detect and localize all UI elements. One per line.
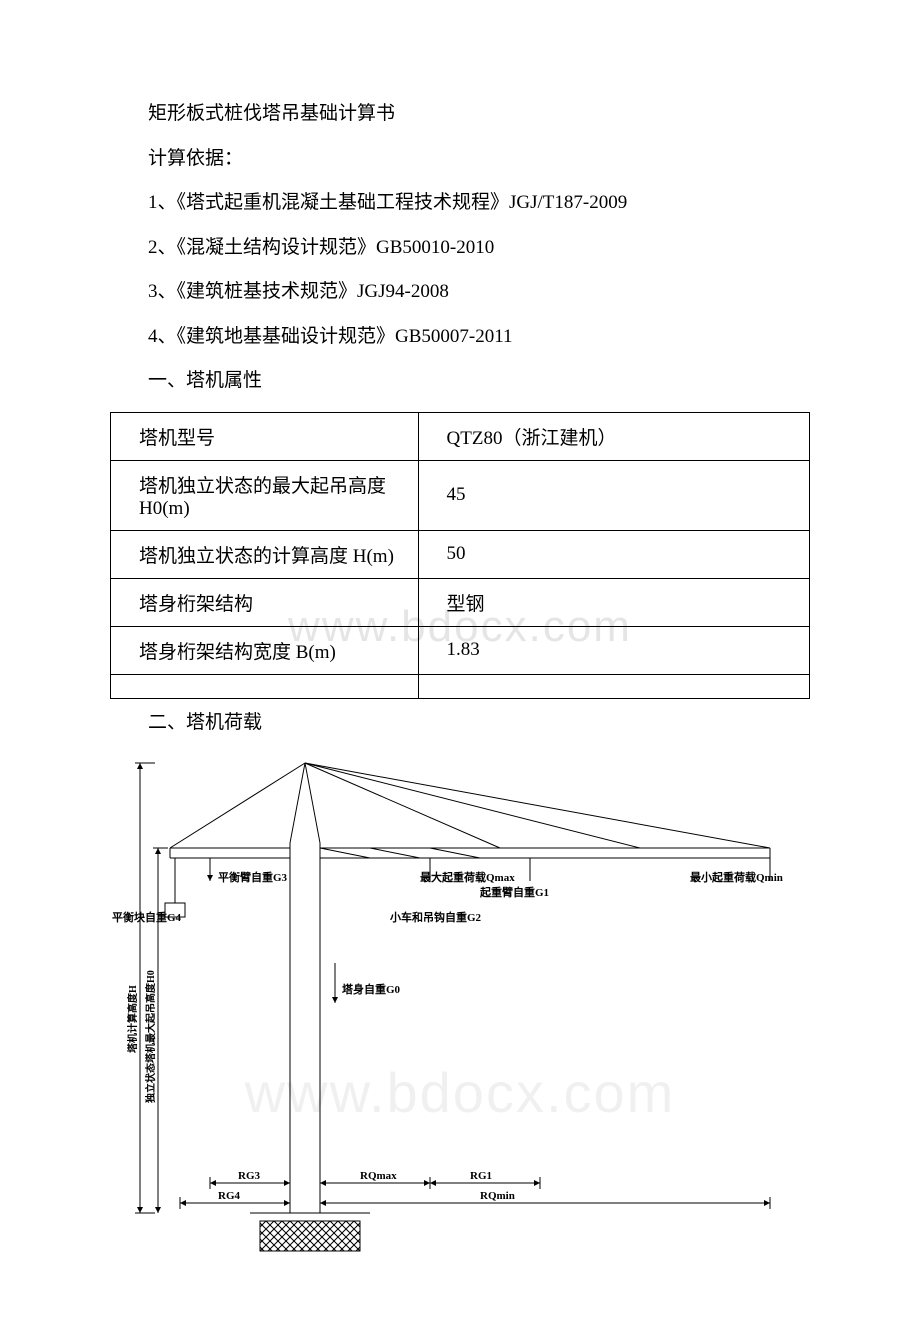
table-cell-label: 塔机型号 [111,412,419,460]
crane-diagram-svg: 平衡臂自重G3 平衡块自重G4 最大起重荷载Qmax 最小起重荷载Qmin 起重… [110,753,810,1273]
doc-title: 矩形板式桩伐塔吊基础计算书 [110,100,810,129]
basis-item-1: 1、《塔式起重机混凝土基础工程技术规程》JGJ/T187-2009 [110,189,810,218]
label-counterweight: 平衡块自重G4 [112,910,182,924]
basis-heading: 计算依据： [110,145,810,174]
label-max-load: 最大起重荷载Qmax [420,870,515,884]
basis-item-2: 2、《混凝土结构设计规范》GB50010-2010 [110,234,810,263]
label-min-load: 最小起重荷载Qmin [690,870,783,884]
table-cell-label: 塔机独立状态的最大起吊高度 H0(m) [111,460,419,530]
crane-diagram: 平衡臂自重G3 平衡块自重G4 最大起重荷载Qmax 最小起重荷载Qmin 起重… [110,753,810,1278]
label-trolley-weight: 小车和吊钩自重G2 [389,910,482,924]
document-page: 矩形板式桩伐塔吊基础计算书 计算依据： 1、《塔式起重机混凝土基础工程技术规程》… [0,0,920,1338]
table-cell-value: 1.83 [418,626,809,674]
label-jib-weight: 起重臂自重G1 [479,885,549,899]
label-balance-arm: 平衡臂自重G3 [218,870,288,884]
section2-heading: 二、塔机荷载 [110,709,810,738]
section1-heading: 一、塔机属性 [110,367,810,396]
basis-item-3: 3、《建筑桩基技术规范》JGJ94-2008 [110,278,810,307]
table-cell-value: QTZ80（浙江建机） [418,412,809,460]
label-tower-weight: 塔身自重G0 [342,982,401,996]
basis-item-4: 4、《建筑地基基础设计规范》GB50007-2011 [110,323,810,352]
label-rg1: RG1 [470,1170,492,1182]
table-cell-value: 型钢 [418,578,809,626]
label-rg3: RG3 [238,1170,261,1182]
table-cell-label: 塔机独立状态的计算高度 H(m) [111,530,419,578]
label-height-lift: 独立状态塔机最大起吊高度H0 [144,970,157,1103]
table-row: 塔机独立状态的最大起吊高度 H0(m) 45 [111,460,810,530]
table-row: 塔身桁架结构 型钢 [111,578,810,626]
table-cell-label: 塔身桁架结构宽度 B(m) [111,626,419,674]
label-rg4: RG4 [218,1190,241,1202]
table-cell-value: 45 [418,460,809,530]
label-height-calc: 塔机计算高度H [126,985,139,1053]
label-rqmin: RQmin [480,1190,515,1202]
table-row: 塔机型号 QTZ80（浙江建机） [111,412,810,460]
table-cell-empty [111,674,419,698]
table-cell-empty [418,674,809,698]
table-row: 塔身桁架结构宽度 B(m) 1.83 [111,626,810,674]
table-row: 塔机独立状态的计算高度 H(m) 50 [111,530,810,578]
label-rqmax: RQmax [360,1170,397,1182]
spec-table: 塔机型号 QTZ80（浙江建机） 塔机独立状态的最大起吊高度 H0(m) 45 … [110,412,810,699]
table-row-empty [111,674,810,698]
table-cell-label: 塔身桁架结构 [111,578,419,626]
table-cell-value: 50 [418,530,809,578]
